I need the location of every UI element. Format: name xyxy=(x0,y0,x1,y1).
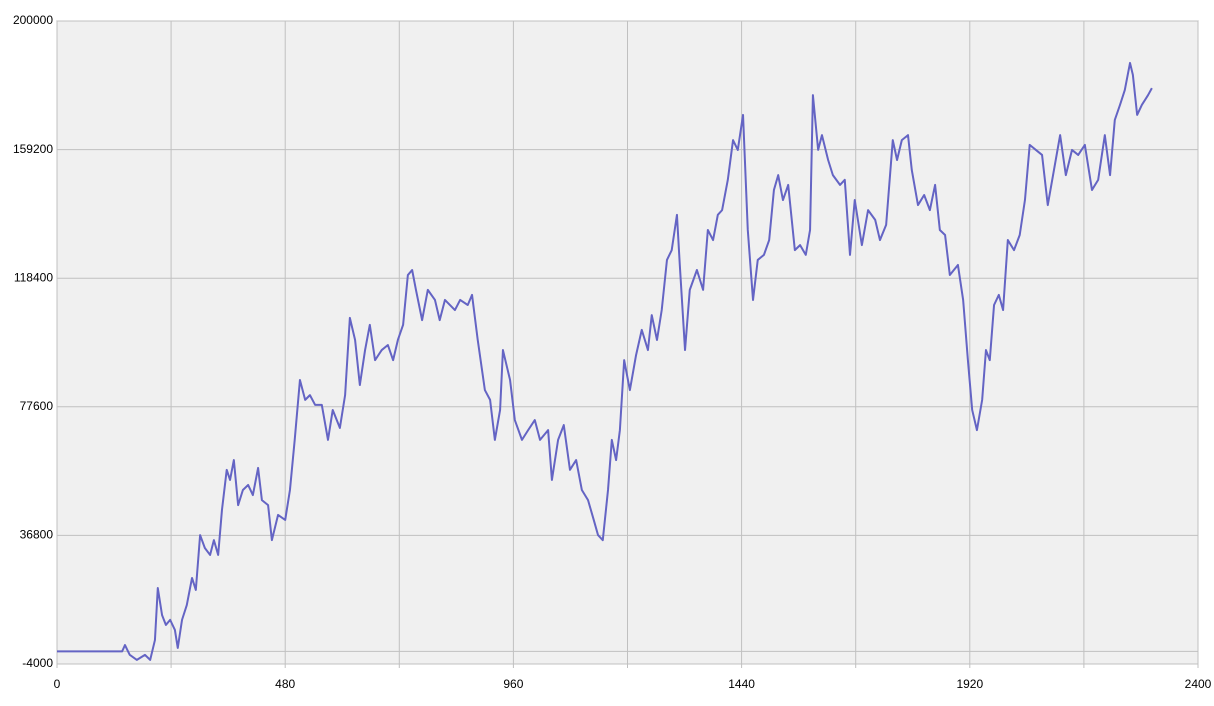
data-line xyxy=(57,61,1153,661)
x-tick-label: 480 xyxy=(275,677,295,691)
x-tick-label: 1440 xyxy=(728,677,755,691)
y-tick-label: 200000 xyxy=(13,13,53,27)
y-tick-label: 118400 xyxy=(14,270,53,284)
x-tick-label: 960 xyxy=(503,677,523,691)
x-tick-label: 1920 xyxy=(956,677,983,691)
y-tick-label: 77600 xyxy=(20,399,54,413)
y-tick-label: 36800 xyxy=(20,528,54,542)
x-tick-label: 0 xyxy=(54,677,61,691)
x-tick-label: 2400 xyxy=(1185,677,1212,691)
y-tick-label: -4000 xyxy=(22,656,53,670)
y-tick-label: 159200 xyxy=(13,142,53,156)
